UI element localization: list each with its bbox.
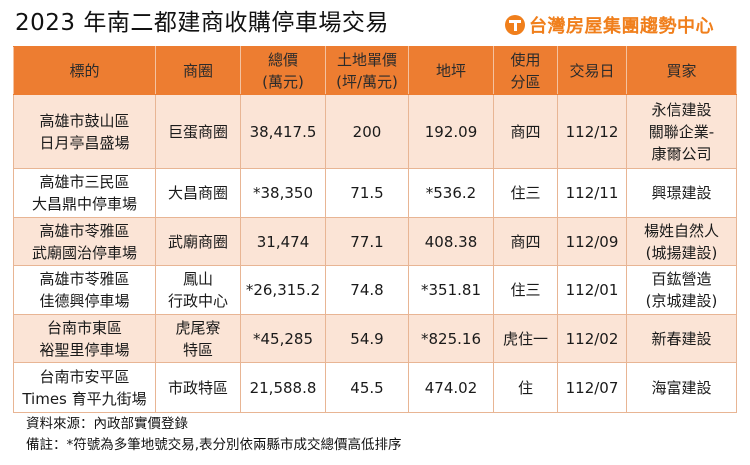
cell-buyer: 新春建設 (626, 314, 737, 363)
cell-zoning: 商四 (493, 217, 558, 266)
remark-note: 備註：*符號為多筆地號交易,表分別依兩縣市成交總價高低排序 (26, 437, 402, 453)
table-row: 台南市安平區 Times 育平九街場 市政特區 21,588.8 45.5 47… (13, 362, 737, 413)
page-title: 2023 年南二都建商收購停車場交易 (15, 10, 389, 36)
cell-total-price: 38,417.5 (240, 94, 326, 169)
cell-zoning: 住 (493, 362, 558, 413)
cell-land-area: 408.38 (408, 217, 494, 266)
cell-date: 112/01 (557, 265, 627, 315)
cell-land-area: *536.2 (408, 168, 494, 218)
cell-district: 巨蛋商圈 (155, 94, 241, 169)
cell-target: 高雄市苓雅區 佳德興停車場 (13, 265, 156, 315)
cell-unit-price: 77.1 (325, 217, 409, 266)
table-row: 高雄市三民區 大昌鼎中停車場 大昌商圈 *38,350 71.5 *536.2 … (13, 168, 737, 218)
cell-date: 112/02 (557, 314, 627, 363)
parking-lot-transactions-table: 標的 商圈 總價 (萬元) 土地單價 (坪/萬元) 地坪 使用 分區 交易日 (13, 46, 737, 413)
header-zoning: 使用 分區 (493, 46, 558, 95)
cell-zoning: 住三 (493, 265, 558, 315)
cell-zoning: 住三 (493, 168, 558, 218)
header-buyer: 買家 (626, 46, 737, 95)
table-row: 高雄市苓雅區 武廟國治停車場 武廟商圈 31,474 77.1 408.38 商… (13, 217, 737, 266)
table-row: 高雄市鼓山區 日月亭昌盛場 巨蛋商圈 38,417.5 200 192.09 商… (13, 94, 737, 169)
cell-land-area: *351.81 (408, 265, 494, 315)
cell-district: 鳳山 行政中心 (155, 265, 241, 315)
source-note: 資料來源：內政部實價登錄 (26, 416, 188, 432)
cell-district: 市政特區 (155, 362, 241, 413)
brand-logo: 台灣房屋集團趨勢中心 (505, 12, 714, 38)
cell-total-price: 31,474 (240, 217, 326, 266)
cell-total-price: 21,588.8 (240, 362, 326, 413)
cell-date: 112/11 (557, 168, 627, 218)
brand-name: 台灣房屋集團趨勢中心 (529, 16, 714, 37)
header-unit-price: 土地單價 (坪/萬元) (325, 46, 409, 95)
header-date: 交易日 (557, 46, 627, 95)
cell-target: 高雄市苓雅區 武廟國治停車場 (13, 217, 156, 266)
cell-date: 112/09 (557, 217, 627, 266)
header-district: 商圈 (155, 46, 241, 95)
table-header-row: 標的 商圈 總價 (萬元) 土地單價 (坪/萬元) 地坪 使用 分區 交易日 (13, 46, 737, 95)
cell-date: 112/07 (557, 362, 627, 413)
cell-target: 高雄市三民區 大昌鼎中停車場 (13, 168, 156, 218)
cell-target: 高雄市鼓山區 日月亭昌盛場 (13, 94, 156, 169)
cell-unit-price: 71.5 (325, 168, 409, 218)
cell-total-price: *26,315.2 (240, 265, 326, 315)
taiwan-realty-logo-icon (505, 15, 525, 35)
cell-district: 武廟商圈 (155, 217, 241, 266)
cell-land-area: 474.02 (408, 362, 494, 413)
cell-unit-price: 74.8 (325, 265, 409, 315)
cell-buyer: 海富建設 (626, 362, 737, 413)
cell-unit-price: 54.9 (325, 314, 409, 363)
cell-buyer: 永信建設 關聯企業- 康爾公司 (626, 94, 737, 169)
cell-total-price: *45,285 (240, 314, 326, 363)
cell-unit-price: 45.5 (325, 362, 409, 413)
cell-district: 大昌商圈 (155, 168, 241, 218)
cell-total-price: *38,350 (240, 168, 326, 218)
cell-land-area: *825.16 (408, 314, 494, 363)
cell-buyer: 百鈜營造 (京城建設) (626, 265, 737, 315)
cell-zoning: 商四 (493, 94, 558, 169)
cell-buyer: 興璟建設 (626, 168, 737, 218)
cell-buyer: 楊姓自然人 (城揚建設) (626, 217, 737, 266)
cell-target: 台南市東區 裕聖里停車場 (13, 314, 156, 363)
cell-land-area: 192.09 (408, 94, 494, 169)
cell-target: 台南市安平區 Times 育平九街場 (13, 362, 156, 413)
header-target: 標的 (13, 46, 156, 95)
footnotes: 資料來源：內政部實價登錄 備註：*符號為多筆地號交易,表分別依兩縣市成交總價高低… (26, 414, 402, 456)
table-row: 台南市東區 裕聖里停車場 虎尾寮 特區 *45,285 54.9 *825.16… (13, 314, 737, 363)
header-land-area: 地坪 (408, 46, 494, 95)
header-total-price: 總價 (萬元) (240, 46, 326, 95)
table-row: 高雄市苓雅區 佳德興停車場 鳳山 行政中心 *26,315.2 74.8 *35… (13, 265, 737, 315)
cell-zoning: 虎住一 (493, 314, 558, 363)
cell-unit-price: 200 (325, 94, 409, 169)
cell-district: 虎尾寮 特區 (155, 314, 241, 363)
cell-date: 112/12 (557, 94, 627, 169)
